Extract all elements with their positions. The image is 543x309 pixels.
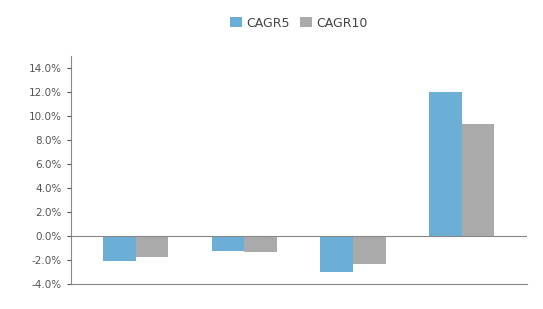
Bar xyxy=(212,236,244,251)
Bar xyxy=(353,236,386,264)
Bar xyxy=(462,124,494,236)
Bar xyxy=(103,236,136,261)
Legend: CAGR5, CAGR10: CAGR5, CAGR10 xyxy=(225,11,372,35)
Bar xyxy=(244,236,277,252)
Bar xyxy=(429,92,462,236)
Bar xyxy=(136,236,168,256)
Bar xyxy=(320,236,353,272)
